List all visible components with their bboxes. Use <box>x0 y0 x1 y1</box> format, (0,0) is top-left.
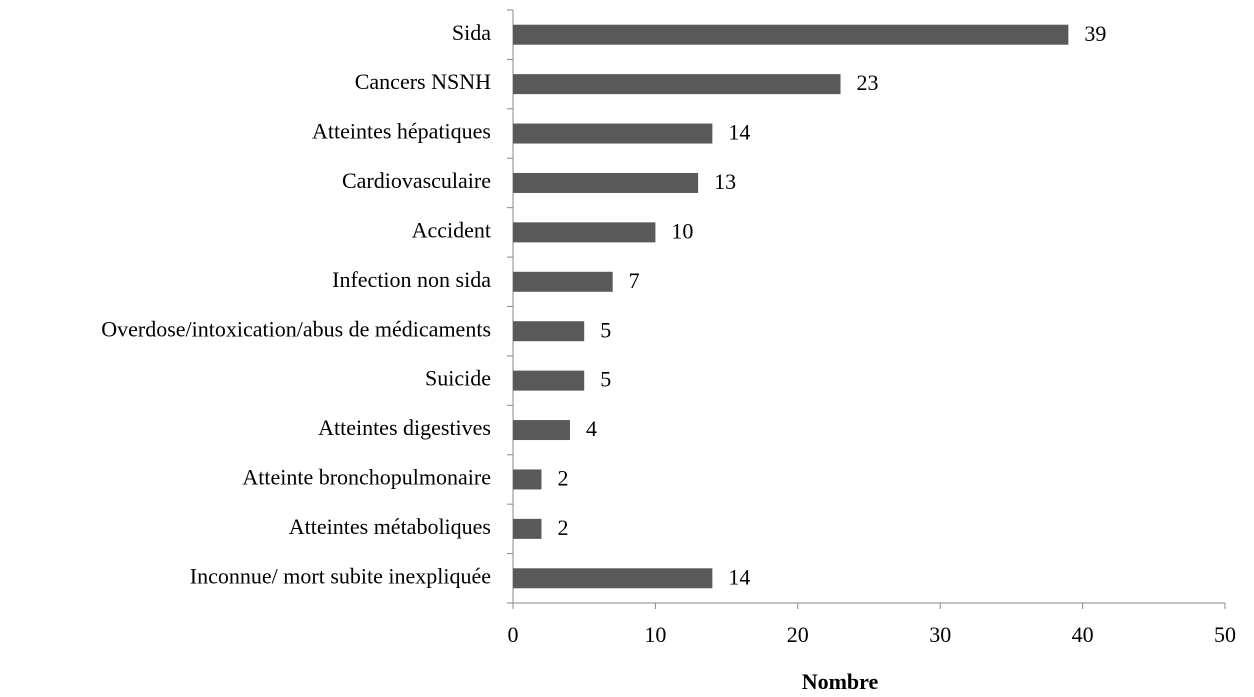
y-tick-label: Atteinte bronchopulmonaire <box>242 465 491 490</box>
y-tick-label: Infection non sida <box>332 267 491 292</box>
y-tick-label: Cardiovasculaire <box>342 168 491 193</box>
bar <box>513 518 542 539</box>
value-label: 4 <box>586 416 597 441</box>
bar <box>513 321 585 342</box>
y-tick-label: Inconnue/ mort subite inexpliquée <box>190 563 491 588</box>
bar <box>513 271 613 292</box>
bar <box>513 24 1069 45</box>
value-label: 14 <box>728 120 750 145</box>
value-label: 13 <box>714 169 736 194</box>
y-tick-label: Sida <box>452 20 491 45</box>
y-tick-label: Suicide <box>425 366 491 391</box>
x-tick-label: 0 <box>508 622 519 647</box>
bar <box>513 370 585 391</box>
x-tick-label: 10 <box>644 622 666 647</box>
x-axis-label: Nombre <box>802 669 879 694</box>
value-label: 14 <box>728 564 750 589</box>
value-label: 10 <box>671 218 693 243</box>
bar <box>513 172 699 193</box>
value-label: 5 <box>600 367 611 392</box>
bar <box>513 568 713 589</box>
value-label: 7 <box>629 268 640 293</box>
x-tick-label: 20 <box>787 622 809 647</box>
x-tick-label: 30 <box>929 622 951 647</box>
value-label: 2 <box>557 515 568 540</box>
y-tick-label: Accident <box>412 217 491 242</box>
bar <box>513 469 542 490</box>
y-tick-label: Atteintes métaboliques <box>289 514 491 539</box>
y-tick-label: Cancers NSNH <box>355 69 491 94</box>
y-tick-label: Atteintes digestives <box>318 415 491 440</box>
value-label: 5 <box>600 317 611 342</box>
value-label: 23 <box>857 70 879 95</box>
value-label: 39 <box>1084 21 1106 46</box>
value-label: 2 <box>557 466 568 491</box>
x-tick-label: 50 <box>1214 622 1236 647</box>
y-tick-label: Overdose/intoxication/abus de médicament… <box>101 316 491 341</box>
bar <box>513 420 570 441</box>
bar <box>513 74 841 95</box>
y-tick-label: Atteintes hépatiques <box>312 119 491 144</box>
x-tick-label: 40 <box>1072 622 1094 647</box>
bar <box>513 123 713 144</box>
bar <box>513 222 656 243</box>
